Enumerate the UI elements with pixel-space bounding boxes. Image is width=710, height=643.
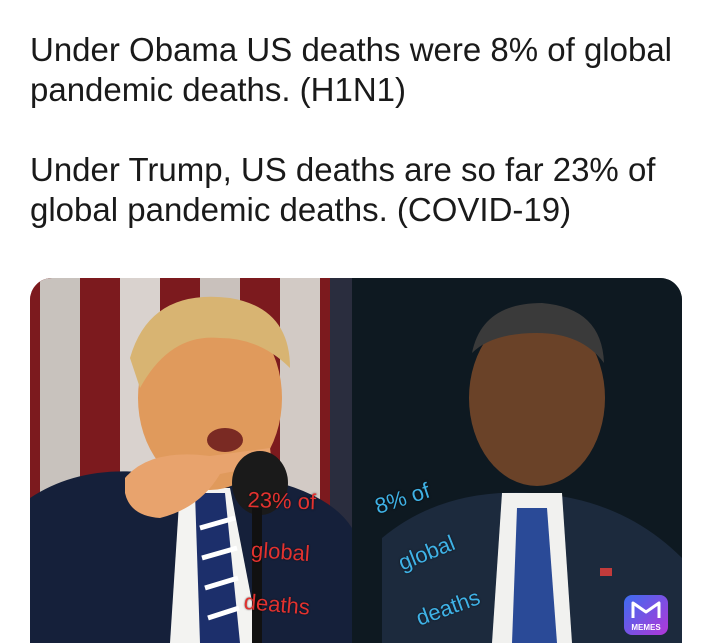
caption-trump-line: Under Trump, US deaths are so far 23% of… <box>30 150 690 230</box>
left-overlay-line-1: 23% of <box>247 488 316 514</box>
left-photo-panel <box>30 278 352 643</box>
meme-image: 23% of global deaths 8% of global deaths… <box>30 278 682 643</box>
m-logo-icon <box>631 600 661 620</box>
caption-obama-line: Under Obama US deaths were 8% of global … <box>30 30 690 110</box>
left-overlay-line-2: global <box>250 538 310 566</box>
right-photo-illustration <box>352 278 682 643</box>
right-photo-panel <box>352 278 682 643</box>
memes-logo-text: MEMES <box>624 623 668 632</box>
caption: Under Obama US deaths were 8% of global … <box>30 30 690 270</box>
left-photo-illustration <box>30 278 352 643</box>
memes-logo-badge: MEMES <box>624 595 668 635</box>
